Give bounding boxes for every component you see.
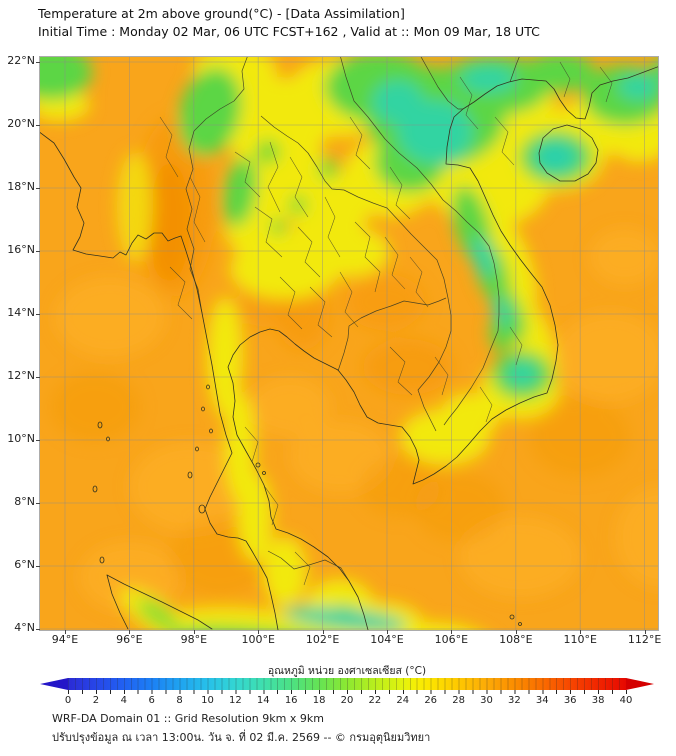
lon-tick-label: 94°E (51, 633, 79, 646)
lat-tick-mark (36, 566, 40, 567)
colorbar-tick-label: 34 (535, 695, 549, 706)
colorbar-tick-label: 24 (396, 695, 410, 706)
colorbar-tickmarks (68, 690, 627, 694)
lat-tick-mark (36, 629, 40, 630)
lon-tick-mark (322, 630, 324, 634)
colorbar-tick-label: 8 (176, 695, 183, 706)
colorbar-tick-label: 18 (312, 695, 326, 706)
lat-tick-mark (36, 503, 40, 504)
lon-tick-label: 106°E (434, 633, 469, 646)
colorbar-tick-label: 38 (591, 695, 605, 706)
temperature-map-canvas (39, 56, 659, 631)
lon-tick-label: 108°E (499, 633, 533, 646)
lon-tick-mark (515, 630, 517, 634)
colorbar-tick-label: 32 (508, 695, 521, 706)
country-borders (185, 57, 520, 582)
chart-title: Temperature at 2m above ground(°C) - [Da… (38, 6, 405, 21)
title-block: Temperature at 2m above ground(°C) - [Da… (38, 5, 540, 41)
lon-tick-mark (129, 630, 131, 634)
colorbar-tick-label: 0 (64, 695, 72, 706)
coastlines (40, 66, 658, 630)
lat-tick-label: 18°N (7, 180, 35, 193)
lat-tick-mark (36, 251, 40, 252)
colorbar-tick-label: 28 (452, 695, 465, 706)
lon-tick-mark (387, 630, 388, 634)
lon-tick-label: 110°E (563, 633, 597, 646)
lon-tick-mark (644, 630, 646, 634)
lon-tick-label: 104°E (370, 633, 404, 646)
colorbar-underflow-arrow (40, 678, 68, 690)
colorbar: อุณหภูมิ หน่วย องศาเซลเซียส (°C) 0 2 4 6 8 10… (40, 662, 654, 710)
lon-tick-label: 96°E (116, 633, 143, 646)
lat-tick-mark (36, 125, 40, 126)
colorbar-tick-label: 26 (424, 695, 438, 706)
lon-tick-label: 112°E (627, 633, 662, 646)
lat-tick-label: 16°N (7, 243, 35, 256)
colorbar-tick-label: 6 (148, 695, 155, 706)
footer-update-info: ปรับปรุงข้อมูล ณ เวลา 13:00น. วัน จ. ที่… (52, 731, 431, 744)
colorbar-tick-label: 4 (120, 695, 127, 706)
colorbar-tick-label: 12 (229, 695, 242, 706)
graticule (40, 57, 658, 630)
colorbar-gradient (68, 678, 626, 690)
lat-tick-label: 22°N (7, 54, 35, 67)
lat-tick-mark (36, 377, 40, 378)
colorbar-tick-label: 2 (92, 695, 100, 706)
lon-tick-mark (451, 630, 453, 634)
lat-tick-label: 4°N (14, 621, 35, 634)
colorbar-tick-label: 10 (201, 695, 214, 706)
colorbar-tick-label: 16 (284, 695, 298, 706)
province-borders (159, 61, 613, 586)
colorbar-tick-label: 20 (340, 695, 354, 706)
colorbar-tick-label: 40 (619, 695, 633, 706)
lon-tick-mark (580, 630, 582, 634)
lon-tick-mark (193, 630, 195, 634)
lon-tick-label: 98°E (180, 633, 208, 646)
lon-tick-mark (65, 630, 66, 634)
lon-tick-label: 100°E (241, 633, 275, 646)
lat-tick-label: 10°N (7, 432, 35, 445)
chart-subtitle: Initial Time : Monday 02 Mar, 06 UTC FCS… (38, 24, 540, 39)
colorbar-label: อุณหภูมิ หน่วย องศาเซลเซียส (°C) (267, 665, 427, 677)
lat-tick-label: 14°N (7, 306, 35, 319)
lat-tick-mark (36, 440, 40, 441)
footer-domain-info: WRF-DA Domain 01 :: Grid Resolution 9km … (52, 712, 324, 725)
lat-tick-mark (36, 314, 40, 315)
lat-tick-mark (36, 62, 40, 63)
colorbar-tick-label: 14 (256, 695, 270, 706)
lat-tick-label: 20°N (7, 117, 35, 130)
colorbar-tick-label: 30 (480, 695, 493, 706)
lon-tick-mark (258, 630, 260, 634)
lon-tick-label: 102°E (305, 633, 340, 646)
map-svg (40, 57, 658, 630)
lat-tick-label: 8°N (14, 495, 35, 508)
lat-tick-label: 12°N (7, 369, 35, 382)
lat-tick-label: 6°N (14, 558, 35, 571)
lat-tick-mark (36, 188, 40, 189)
colorbar-overflow-arrow (626, 678, 654, 690)
colorbar-tick-label: 22 (368, 695, 382, 706)
colorbar-tick-label: 36 (563, 695, 577, 706)
